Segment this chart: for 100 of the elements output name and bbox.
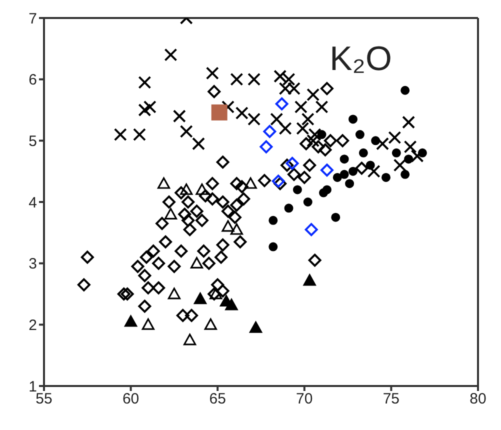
point bbox=[140, 250, 153, 264]
point bbox=[300, 137, 313, 150]
point bbox=[143, 100, 156, 114]
x-tick-label: 60 bbox=[122, 390, 140, 408]
point bbox=[183, 223, 196, 236]
point bbox=[211, 104, 228, 120]
x-tick-label: 70 bbox=[296, 390, 313, 408]
point bbox=[152, 256, 166, 270]
point bbox=[237, 192, 250, 206]
point bbox=[320, 82, 334, 96]
point bbox=[195, 214, 208, 227]
point bbox=[182, 196, 195, 208]
point bbox=[272, 174, 285, 188]
point bbox=[174, 186, 188, 200]
point bbox=[263, 124, 276, 138]
x-tick-label: 65 bbox=[209, 390, 226, 408]
point bbox=[404, 154, 414, 164]
point bbox=[208, 85, 221, 98]
point bbox=[230, 198, 244, 212]
point bbox=[168, 288, 180, 300]
point bbox=[235, 180, 248, 194]
point bbox=[306, 88, 320, 102]
point bbox=[132, 128, 146, 142]
point bbox=[418, 148, 427, 158]
point bbox=[303, 198, 312, 206]
point bbox=[176, 308, 190, 322]
point bbox=[371, 136, 380, 146]
point bbox=[222, 100, 235, 114]
point bbox=[248, 72, 261, 86]
point bbox=[268, 216, 278, 225]
point bbox=[381, 172, 390, 182]
point bbox=[322, 185, 332, 194]
point bbox=[315, 100, 328, 114]
y-tick-label: 6 bbox=[28, 72, 37, 89]
point bbox=[348, 166, 358, 176]
point bbox=[142, 318, 154, 330]
point bbox=[367, 164, 380, 178]
point bbox=[301, 112, 314, 126]
point bbox=[206, 177, 219, 190]
point bbox=[206, 192, 219, 206]
point bbox=[400, 86, 410, 95]
point bbox=[157, 177, 170, 189]
point bbox=[324, 134, 337, 148]
point bbox=[358, 148, 368, 158]
point bbox=[248, 112, 261, 126]
point bbox=[216, 238, 230, 252]
x-tick-label: 80 bbox=[470, 390, 486, 408]
x-tick-label: 55 bbox=[36, 390, 52, 408]
y-tick-label: 3 bbox=[28, 256, 37, 273]
point bbox=[303, 158, 316, 172]
point bbox=[131, 260, 144, 273]
point bbox=[168, 260, 181, 273]
point bbox=[162, 196, 176, 208]
y-tick-label: 4 bbox=[28, 194, 37, 212]
point bbox=[260, 140, 273, 154]
point bbox=[138, 104, 152, 116]
point bbox=[366, 160, 375, 170]
point bbox=[292, 185, 302, 194]
point bbox=[355, 162, 368, 175]
point bbox=[318, 143, 332, 156]
point bbox=[308, 128, 322, 142]
point bbox=[159, 235, 172, 248]
point bbox=[216, 284, 230, 298]
point bbox=[274, 177, 287, 190]
point bbox=[348, 114, 358, 124]
point bbox=[180, 183, 193, 195]
point bbox=[192, 137, 206, 150]
point bbox=[164, 48, 178, 62]
point bbox=[393, 158, 406, 172]
point bbox=[124, 315, 138, 327]
point bbox=[117, 288, 130, 300]
point bbox=[142, 281, 155, 294]
point bbox=[296, 122, 310, 135]
point bbox=[286, 156, 299, 170]
point bbox=[164, 208, 178, 220]
point bbox=[340, 170, 349, 179]
point bbox=[197, 244, 210, 258]
point bbox=[174, 244, 188, 258]
point bbox=[194, 292, 207, 304]
point bbox=[284, 204, 294, 213]
point bbox=[120, 288, 134, 300]
point bbox=[268, 242, 278, 252]
point bbox=[308, 254, 322, 267]
point bbox=[77, 278, 90, 292]
point bbox=[278, 122, 292, 135]
point bbox=[178, 208, 192, 221]
point bbox=[225, 298, 238, 310]
y-tick-label: 7 bbox=[28, 10, 37, 28]
point bbox=[80, 250, 94, 264]
point bbox=[258, 174, 271, 188]
point bbox=[400, 170, 410, 179]
point bbox=[146, 244, 160, 258]
y-tick-label: 1 bbox=[28, 378, 37, 396]
point bbox=[138, 300, 152, 313]
point bbox=[114, 128, 127, 142]
point bbox=[204, 318, 217, 330]
point bbox=[228, 210, 242, 224]
point bbox=[340, 154, 349, 164]
point bbox=[190, 257, 204, 269]
point bbox=[304, 223, 318, 236]
